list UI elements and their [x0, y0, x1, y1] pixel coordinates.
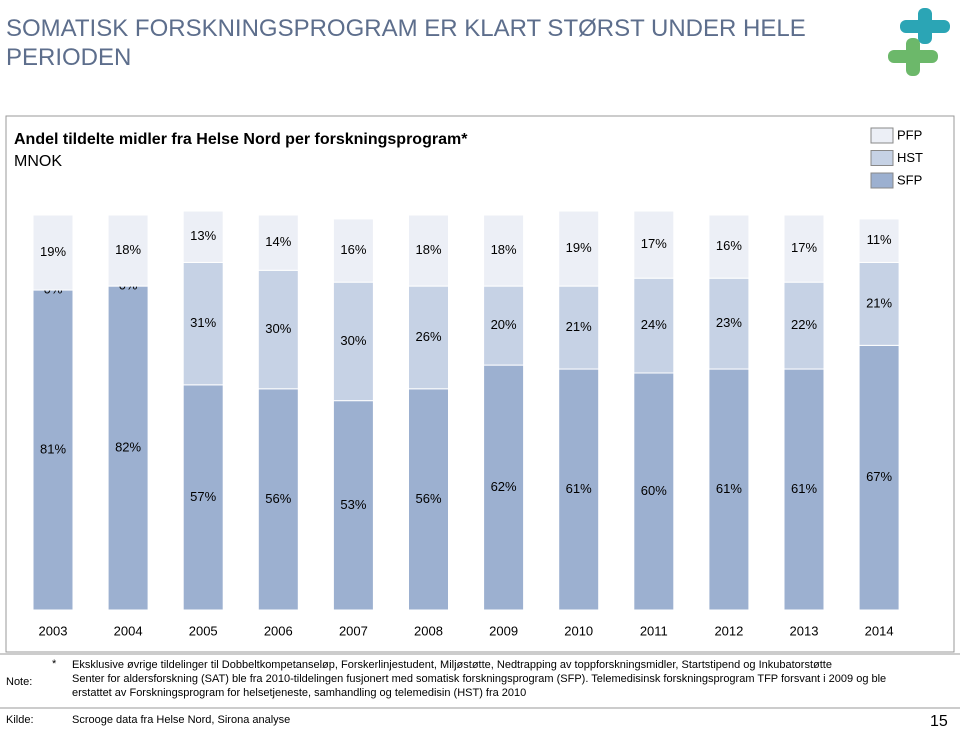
data-label: 21%	[566, 319, 592, 334]
bar-segment	[182, 210, 224, 263]
bar-segment	[708, 368, 750, 611]
x-tick-label: 2004	[114, 623, 143, 638]
data-label: 17%	[641, 236, 667, 251]
x-tick-label: 2005	[189, 623, 218, 638]
data-label: 61%	[791, 481, 817, 496]
data-label: 31%	[190, 315, 216, 330]
bar-segment	[558, 368, 600, 611]
data-label: 16%	[716, 238, 742, 253]
data-label: 19%	[566, 240, 592, 255]
bar-segment	[483, 364, 525, 611]
legend-label: PFP	[897, 127, 922, 142]
data-label: 21%	[866, 295, 892, 310]
bar-segment	[182, 384, 224, 611]
page-number: 15	[930, 713, 948, 729]
legend-swatch	[870, 150, 894, 166]
data-label: 13%	[190, 228, 216, 243]
chart-subtitle: MNOK	[14, 153, 62, 170]
bar-segment	[32, 214, 74, 291]
bar-segment	[332, 218, 374, 283]
chart-frame	[5, 115, 955, 653]
source-label: Kilde:	[6, 714, 34, 726]
bar-segment	[633, 210, 675, 279]
bar-segment	[257, 269, 299, 390]
legend-swatch	[870, 172, 894, 189]
legend-swatch	[870, 127, 894, 144]
data-label: 56%	[415, 491, 441, 506]
data-label: 17%	[791, 240, 817, 255]
logo	[888, 8, 950, 76]
bar-segment	[332, 281, 374, 402]
note-marker: *	[52, 658, 57, 670]
data-label: 56%	[265, 491, 291, 506]
data-label: 53%	[340, 497, 366, 512]
bar-segment	[182, 261, 224, 386]
bar-segment	[408, 388, 449, 611]
slide-title: SOMATISK FORSKNINGSPROGRAM ER KLART STØR…	[6, 15, 806, 71]
bar-segment	[32, 289, 74, 611]
bar-segment	[558, 285, 600, 370]
x-tick-label: 2014	[865, 623, 894, 638]
data-label: 18%	[415, 242, 441, 257]
data-label: 23%	[716, 315, 742, 330]
source: Scrooge data fra Helse Nord, Sirona anal…	[72, 714, 290, 726]
data-label: 14%	[265, 234, 291, 249]
legend-label: HST	[897, 150, 923, 165]
bar-segment	[633, 372, 675, 611]
data-label: 22%	[791, 317, 817, 332]
bar-segment	[257, 214, 299, 271]
bar-segment	[858, 344, 900, 611]
bar-segment	[483, 214, 525, 287]
data-label: 61%	[716, 481, 742, 496]
data-label: 19%	[40, 244, 66, 259]
data-label: 57%	[190, 489, 216, 504]
data-label: 18%	[115, 242, 141, 257]
legend-label: SFP	[897, 172, 922, 187]
chart-title: Andel tildelte midler fra Helse Nord per…	[14, 131, 468, 148]
data-label: 30%	[265, 321, 291, 336]
data-label: 81%	[40, 441, 66, 456]
bar-segment	[783, 368, 825, 611]
x-tick-label: 2011	[640, 623, 668, 638]
data-label: 61%	[566, 481, 592, 496]
note-line: erstattet av Forskningsprogram for helse…	[72, 687, 526, 699]
x-tick-label: 2012	[714, 623, 743, 638]
x-tick-label: 2009	[489, 623, 518, 638]
x-tick-label: 2010	[564, 623, 593, 638]
data-label: 20%	[491, 317, 517, 332]
bar-segment	[558, 210, 600, 287]
data-label: 60%	[641, 483, 667, 498]
bar-segment	[107, 285, 149, 611]
bar-segment	[858, 218, 900, 263]
data-label: 24%	[641, 317, 667, 332]
data-label: 67%	[866, 469, 892, 484]
data-label: 26%	[415, 329, 441, 344]
data-label: 16%	[340, 242, 366, 257]
data-label: 62%	[491, 479, 517, 494]
bar-segment	[708, 214, 750, 279]
x-tick-label: 2006	[264, 623, 293, 638]
note-line: Senter for aldersforskning (SAT) ble fra…	[72, 673, 886, 685]
bar-segment	[257, 388, 299, 611]
data-label: 82%	[115, 439, 141, 454]
bar-segment	[783, 214, 825, 283]
x-tick-label: 2003	[39, 623, 68, 638]
data-label: 18%	[491, 242, 517, 257]
bar-segment	[783, 281, 825, 370]
data-label: 11%	[867, 232, 892, 247]
bar-segment	[107, 214, 149, 287]
bar-segment	[332, 400, 374, 611]
note-label: Note:	[6, 676, 32, 688]
x-tick-label: 2008	[414, 623, 443, 638]
bar-segment	[408, 214, 449, 287]
note-line: Eksklusive øvrige tildelinger til Dobbel…	[72, 659, 832, 671]
x-tick-label: 2013	[790, 623, 819, 638]
bar-segment	[408, 285, 449, 390]
x-tick-label: 2007	[339, 623, 368, 638]
data-label: 30%	[340, 333, 366, 348]
